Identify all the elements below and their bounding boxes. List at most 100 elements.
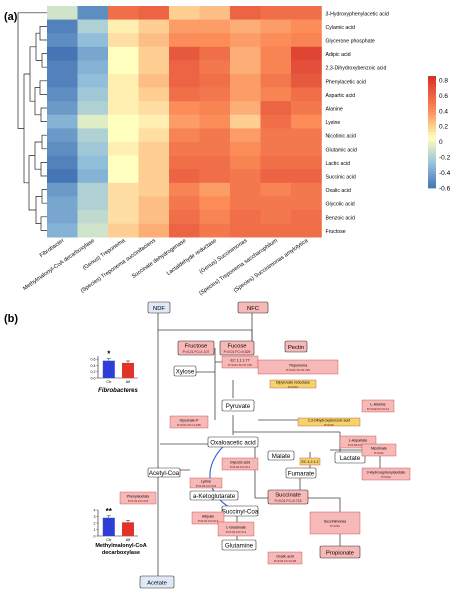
row-label: Aspartic acid [326,93,356,99]
node-glutamine-label: Glutamine [225,542,254,549]
heatmap-cell [138,142,170,156]
pathway-note [169,415,209,429]
bar-category-label: Alf [126,538,131,542]
heatmap-cell [260,155,292,170]
heatmap-cell [138,87,170,102]
heatmap-cell [199,46,231,61]
node-pyruvate [221,399,255,412]
node-ketoglutarate-label: a-Ketoglutarate [193,493,236,500]
dendrogram [17,12,47,231]
node-fumarate-label: Fumarate [288,470,315,477]
node-oxaloacetic-label: Oxaloacetic acid [210,439,256,446]
heatmap-cell [230,87,261,102]
colorbar-segment [428,120,436,124]
heatmap-cell [230,223,261,238]
colorbar-segment [428,151,436,155]
heatmap-cell [108,46,139,61]
heatmap-cell [199,210,231,224]
heatmap-cell [47,223,78,238]
heatmap-cell [199,6,231,20]
bar-title: Fibrobacteres [98,388,138,394]
heatmap-cell [169,169,200,184]
pathway-note [119,491,157,505]
row-label: Glycolic acid [326,202,355,208]
row-label: 3-Hydroxyphenylacetic acid [326,11,390,17]
dendrogram-branch [39,26,47,41]
heatmap-cell [77,182,109,197]
colorbar-segment [428,123,436,127]
heatmap-cell [138,169,170,184]
heatmap-cell [47,196,78,211]
heatmap-cell [199,33,231,48]
row-label: Benzoic acid [326,215,356,221]
heatmap-cell [291,19,322,34]
heatmap-cell [230,19,261,34]
pathway-note-label: 2,3-Dihydroxybenzoic acid [308,419,350,423]
heatmap-cell [260,60,292,75]
node-ndf-label: NDF [153,306,165,312]
colorbar-segment [428,109,436,113]
node-lactate-label: Lactate [340,455,361,462]
node-acetyl-label: Acetyl-Coa [149,470,180,477]
node-fumarate [285,467,317,479]
bar-chart-mmcd: 0 1 2 3 4 Ctr Alf ** Methylmalonyl-CoAdecarboxyl… [94,507,147,556]
bar-tick-label: 0.6 [91,358,96,362]
error-bar [106,515,111,518]
colorbar-tick: 0.4 [439,108,448,115]
heatmap-cell [169,155,200,170]
node-propionate [319,545,361,559]
row-label: Adipic acid [326,52,351,58]
pathway-note-stats: P=0.01 [381,475,391,479]
row-label: Glutamic acid [326,147,358,153]
heatmap-cell [291,223,322,238]
node-ketoglutarate [189,490,239,501]
pathway-note-label: Nicotinate [371,447,387,451]
heatmap-cell [108,74,139,88]
colorbar-segment [428,140,436,144]
heatmap-cell [169,19,200,34]
heatmap-cell [199,182,231,197]
heatmap-cell [47,46,78,61]
pathway-note-label: Succinimonas [324,520,347,524]
colorbar-segment [428,182,436,186]
column-label: Fibrobacter [39,238,66,259]
column-label: Succinate dehydrogenase [131,238,187,280]
node-fructose [177,340,215,356]
heatmap-cell [108,128,139,143]
heatmap-cell [230,101,261,116]
heatmap-cell [108,142,139,156]
pathway-note-label: 3-Hydroxyphenylacetate [367,471,406,475]
pathway-note-label: Adipate [202,515,214,519]
bar-tick-label: 4 [94,509,96,513]
heatmap [47,6,322,238]
bar-title-line2: decarboxylase [102,550,140,556]
heatmap-cell [138,46,170,61]
heatmap-cell [291,114,322,129]
colorbar-tick: -0.4 [439,170,451,177]
heatmap-cell [47,182,78,197]
heatmap-cell [108,33,139,48]
node-malate [267,450,295,461]
pathway-note-stats: P=0.01 FC=1.165 [177,423,201,427]
row-labels: 3-Hydroxyphenylacetic acid Cylamic acid Gl… [326,11,390,235]
colorbar-segment [428,137,436,141]
heatmap-cell [169,74,200,88]
colorbar-tick: -0.2 [439,155,451,162]
colorbar-segment [428,106,436,110]
node-xylose [173,365,197,377]
dendrogram-branch [40,107,47,122]
pathway-note-stats: P=0.01 [330,524,340,528]
heatmap-cell [108,19,139,34]
bar-tick-label: 3 [94,515,96,519]
colorbar-tick: -0.6 [439,186,451,193]
bar-tick-label: 0.0 [91,377,96,381]
heatmap-cell [291,142,322,156]
heatmap-cell [230,155,261,170]
heatmap-cell [77,60,109,75]
heatmap-cell [77,223,109,238]
node-fucose-stats: P=0.01 FC=0.529 [224,350,251,354]
colorbar-segment [428,160,436,164]
heatmap-cell [260,128,292,143]
heatmap-cell [138,223,170,238]
